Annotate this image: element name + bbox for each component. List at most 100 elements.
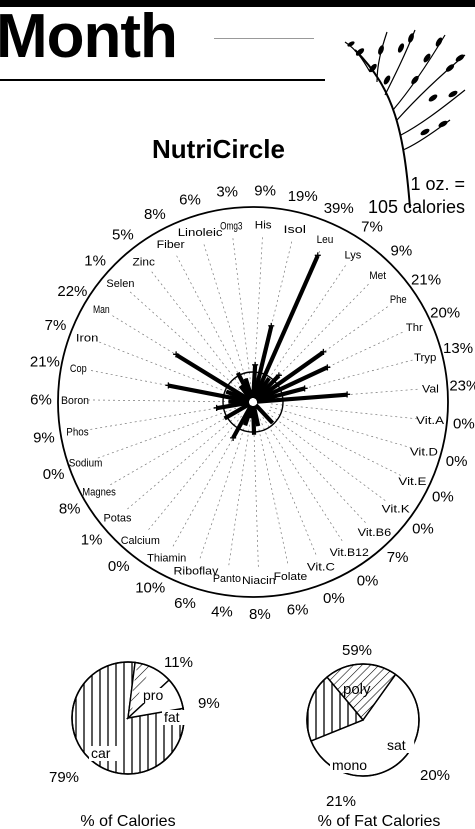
nutrient-percent: 0% xyxy=(357,572,379,589)
nutrient-label: Met xyxy=(369,270,386,282)
spoke xyxy=(151,271,243,389)
pie-title-calories: % of Calories xyxy=(80,813,175,829)
nutrient-label: Magnes xyxy=(82,486,116,498)
nutrient-label: Potas xyxy=(104,512,132,524)
nutrient-percent: 9% xyxy=(254,182,276,199)
pie-value-car: 79% xyxy=(49,769,79,786)
nutrient-percent: 0% xyxy=(432,488,454,505)
spoke xyxy=(232,238,252,385)
nutrient-label: Vit.K xyxy=(382,503,411,515)
spoke xyxy=(199,418,248,559)
nutrient-label: Vit.E xyxy=(398,476,426,488)
pie-value-pro: 11% xyxy=(164,654,193,671)
serving-size: 1 oz. = xyxy=(410,174,465,194)
serving-calories: 105 calories xyxy=(367,197,465,217)
bar-end-marker: + xyxy=(230,431,237,445)
spoke xyxy=(203,244,248,385)
bar-end-marker: + xyxy=(314,249,321,263)
nutrient-percent: 3% xyxy=(216,184,238,201)
nutrient-label: Folate xyxy=(274,571,308,583)
nutrient-label: Calcium xyxy=(121,535,160,547)
pie-label-fat: fat xyxy=(164,709,180,725)
nutrient-bar xyxy=(255,350,325,402)
nutrient-percent: 5% xyxy=(112,227,134,244)
spoke xyxy=(176,255,245,387)
spoke xyxy=(97,407,237,459)
nutrient-bar xyxy=(256,392,348,404)
spoke xyxy=(253,419,259,567)
nutrient-percent: 7% xyxy=(45,317,67,334)
nutrient-label: Zinc xyxy=(133,256,156,268)
spoke xyxy=(259,418,317,555)
nutrient-percent: 9% xyxy=(33,429,55,446)
nutrient-label: Niacin xyxy=(242,575,276,587)
pie-label-sat: sat xyxy=(387,737,406,753)
serving-info: 1 oz. = 105 calories xyxy=(368,173,465,219)
nutrient-label: Panto xyxy=(213,573,241,585)
nutrient-bar xyxy=(168,383,250,404)
nutrient-percent: 7% xyxy=(361,219,383,236)
nutricircle-title: NutriCircle xyxy=(152,134,285,164)
nutrient-label: Phe xyxy=(390,294,407,306)
nutrient-bar xyxy=(251,325,274,399)
nutrient-percent: 0% xyxy=(108,558,130,575)
nutrient-percent: 0% xyxy=(323,590,345,607)
nutrient-percent: 21% xyxy=(30,354,60,371)
nutrient-percent: 7% xyxy=(387,549,409,566)
spoke xyxy=(270,406,412,449)
nutrient-label: Vit.C xyxy=(307,562,335,574)
pie-value-fat: 9% xyxy=(198,695,220,712)
bar-end-marker: + xyxy=(173,348,180,362)
pie-slice-pro-hatch xyxy=(128,662,151,718)
nutrient-percent: 20% xyxy=(430,304,460,321)
nutrient-label: Phos xyxy=(66,427,89,439)
nutrient-percent: 8% xyxy=(59,500,81,517)
nutrient-label: Fiber xyxy=(157,239,185,251)
nutrient-percent: 9% xyxy=(391,243,413,260)
label-backdrop xyxy=(385,738,415,753)
nutrient-percent: 21% xyxy=(411,272,441,289)
page-title: Month xyxy=(0,2,178,71)
nutrient-label: Man xyxy=(93,304,110,316)
spoke xyxy=(267,412,386,501)
nutrient-bar xyxy=(252,254,320,400)
outer-ring xyxy=(57,206,449,598)
nutrient-label: Thiamin xyxy=(147,553,186,565)
nutrient-percent: 0% xyxy=(412,521,434,538)
bar-end-marker: + xyxy=(344,388,351,402)
grain-plant-icon xyxy=(344,29,466,209)
nutrient-label: Selen xyxy=(106,278,134,290)
nutrient-label: Lys xyxy=(345,250,362,262)
nutrient-label: Sodium xyxy=(69,457,103,469)
nutrient-percent: 10% xyxy=(135,579,165,596)
nutrient-percent: 6% xyxy=(30,391,52,408)
nutrient-percent: 4% xyxy=(211,604,233,621)
pie-title-fat-calories: % of Fat Calories xyxy=(318,813,441,829)
nutrient-label: Riboflav xyxy=(173,566,218,578)
bar-end-marker: + xyxy=(320,345,327,359)
pie-value-poly: 59% xyxy=(342,642,372,659)
nutrient-label: Vit.B6 xyxy=(358,527,392,539)
bar-end-marker: + xyxy=(165,379,172,393)
pie-label-pro: pro xyxy=(143,687,163,703)
nutrient-label: Isol xyxy=(284,224,306,236)
title-rule xyxy=(0,79,325,81)
nutrient-bar xyxy=(223,402,251,421)
label-backdrop xyxy=(330,758,368,773)
nutrient-percent: 0% xyxy=(453,416,475,433)
nutrient-label: Tryp xyxy=(414,352,436,364)
spoke xyxy=(270,403,418,420)
nutrient-percent: 19% xyxy=(288,188,318,205)
bar-end-marker: + xyxy=(213,401,220,415)
nutrient-percent: 1% xyxy=(81,531,103,548)
nutrient-percent: 22% xyxy=(57,283,87,300)
nutrient-label: Cop xyxy=(70,363,87,375)
spoke xyxy=(148,415,242,530)
nutrient-percent: 1% xyxy=(84,253,106,270)
pie-label-car: car xyxy=(91,745,111,761)
bar-end-marker: + xyxy=(301,381,308,395)
nutrient-percent: 8% xyxy=(249,606,271,623)
nutrient-label: Vit.D xyxy=(410,446,438,458)
nutrient-percent: 23% xyxy=(449,378,475,395)
